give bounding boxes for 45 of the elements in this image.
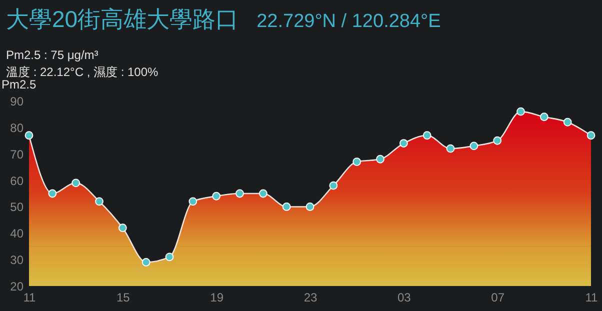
y-tick-label: 40 <box>10 226 24 241</box>
y-axis-title: Pm2.5 <box>2 78 37 92</box>
point <box>48 189 57 198</box>
point <box>236 189 244 198</box>
point <box>212 192 221 200</box>
y-tick-label: 90 <box>10 94 24 108</box>
y-tick-label: 30 <box>10 253 24 268</box>
text: 溫度 : 22.12°C , 濕度 : 100% <box>6 64 160 80</box>
point <box>516 107 525 116</box>
point <box>258 189 268 198</box>
y-tick-label: 20 <box>10 280 24 294</box>
point <box>118 224 127 232</box>
x-tick-label: 07 <box>491 290 505 304</box>
x-tick-label: 03 <box>397 290 412 304</box>
point <box>95 197 104 206</box>
y-tick-label: 70 <box>10 147 24 162</box>
text: Pm2.5 : 75 μg/m³ <box>6 47 100 64</box>
point <box>72 178 80 188</box>
point <box>563 118 572 126</box>
y-tick-label: 80 <box>10 120 24 135</box>
point <box>540 112 548 122</box>
x-tick-label: 11 <box>23 290 36 304</box>
point <box>24 131 34 140</box>
point <box>188 197 198 206</box>
x-tick-label: 11 <box>585 290 598 304</box>
y-tick-label: 60 <box>10 174 24 188</box>
x-tick-label: 19 <box>210 290 224 304</box>
point <box>376 154 384 164</box>
point <box>165 252 174 262</box>
point <box>352 158 362 166</box>
chart-title: 大學20街高雄大學路口 <box>6 6 239 32</box>
text: 22.729°N / 120.284°E <box>256 11 441 32</box>
point <box>586 131 596 140</box>
point <box>329 181 338 190</box>
point <box>306 202 314 211</box>
point <box>142 258 150 266</box>
point <box>282 202 291 211</box>
y-tick-label: 50 <box>10 200 24 214</box>
point <box>470 142 478 150</box>
point <box>399 139 408 148</box>
x-tick-label: 15 <box>116 290 130 304</box>
point <box>493 136 502 145</box>
point <box>422 131 432 140</box>
point <box>446 144 455 153</box>
x-tick-label: 23 <box>304 290 318 304</box>
